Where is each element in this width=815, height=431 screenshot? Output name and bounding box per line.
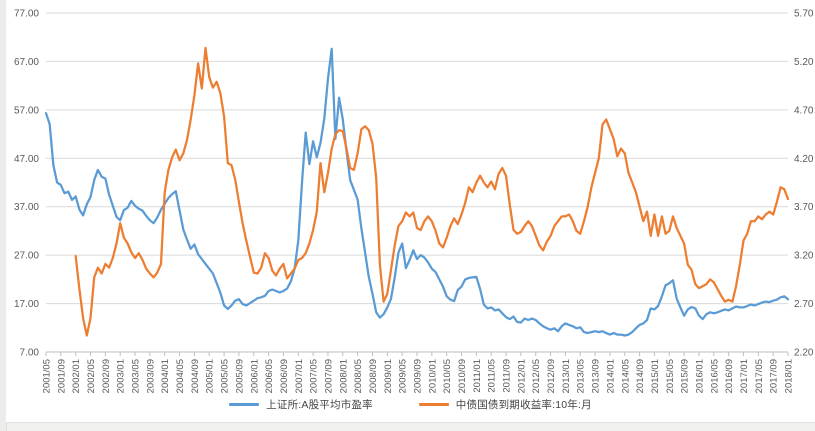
legend-item-bond-yield[interactable]: 中债国债到期收益率:10年:月 <box>418 397 592 412</box>
x-axis-tick-label: 2008/09 <box>368 359 379 393</box>
x-axis-tick-label: 2006/05 <box>264 359 275 393</box>
x-axis-tick-label: 2007/01 <box>294 359 305 393</box>
x-axis-tick-label: 2008/05 <box>353 359 364 393</box>
y-axis-right-tick-label: 3.20 <box>794 251 814 262</box>
x-axis-tick-label: 2003/01 <box>116 359 127 393</box>
x-axis-tick-label: 2002/05 <box>86 359 97 393</box>
x-axis-tick-label: 2010/01 <box>427 359 438 393</box>
y-axis-right-tick-label: 4.20 <box>794 154 814 165</box>
x-axis-tick-label: 2011/05 <box>487 359 498 393</box>
x-axis-tick-label: 2009/01 <box>383 359 394 393</box>
x-axis-tick-label: 2010/09 <box>457 359 468 393</box>
y-axis-right-tick-label: 4.70 <box>794 105 814 116</box>
y-axis-right-tick-label: 2.70 <box>794 299 814 310</box>
x-axis-tick-label: 2011/09 <box>502 359 513 393</box>
series-line-bond-yield <box>74 46 790 337</box>
legend-item-pe-ratio[interactable]: 上证所:A股平均市盈率 <box>229 397 373 412</box>
x-axis-tick-label: 2013/01 <box>561 359 572 393</box>
x-axis-tick-label: 2017/01 <box>739 359 750 393</box>
x-axis-tick-label: 2015/01 <box>650 359 661 393</box>
x-axis-tick-label: 2014/01 <box>605 359 616 393</box>
x-axis-tick-label: 2007/09 <box>323 359 334 393</box>
x-axis-tick-label: 2013/05 <box>576 359 587 393</box>
x-axis-tick-label: 2003/09 <box>145 359 156 393</box>
x-axis-tick-label: 2017/09 <box>769 359 780 393</box>
y-axis-right-tick-label: 5.20 <box>794 57 814 68</box>
dual-axis-line-chart: 77.00 5.70 67.00 5.20 57.00 4.70 47.00 4.20 37.0… <box>14 9 814 394</box>
y-axis-left-tick-label: 17.00 <box>14 299 39 310</box>
x-axis-tick-label: 2006/09 <box>279 359 290 393</box>
legend-line-marker-orange <box>418 403 449 406</box>
x-axis-tick-label: 2001/05 <box>42 359 53 393</box>
x-axis-tick-label: 2012/09 <box>546 359 557 393</box>
x-axis-tick-label: 2011/01 <box>472 359 483 393</box>
chart-legend: 上证所:A股平均市盈率 中债国债到期收益率:10年:月 <box>6 397 815 412</box>
x-axis-tick-label: 2015/09 <box>680 359 691 393</box>
y-axis-left-tick-label: 37.00 <box>14 202 39 213</box>
y-axis-right-tick-label: 2.20 <box>794 348 814 359</box>
x-axis-tick-label: 2018/01 <box>784 359 795 393</box>
x-axis-tick-label: 2017/05 <box>754 359 765 393</box>
y-axis-right-tick-label: 3.70 <box>794 202 814 213</box>
x-axis-tick-label: 2002/09 <box>101 359 112 393</box>
x-axis-tick-label: 2003/05 <box>131 359 142 393</box>
x-axis-tick-label: 2009/09 <box>413 359 424 393</box>
x-axis-tick-label: 2010/05 <box>442 359 453 393</box>
x-axis-tick-label: 2005/05 <box>220 359 231 393</box>
y-axis-left-tick-label: 57.00 <box>14 105 39 116</box>
x-axis-tick-label: 2016/09 <box>724 359 735 393</box>
x-axis-tick-label: 2004/01 <box>160 359 171 393</box>
x-axis-tick-label: 2004/09 <box>190 359 201 393</box>
x-axis-tick-label: 2006/01 <box>249 359 260 393</box>
y-axis-right-tick-label: 5.70 <box>794 9 814 20</box>
x-axis-tick-label: 2008/01 <box>338 359 349 393</box>
x-axis-tick-label: 2016/05 <box>709 359 720 393</box>
x-axis-tick-label: 2012/01 <box>516 359 527 393</box>
chart-panel: 77.00 5.70 67.00 5.20 57.00 4.70 47.00 4.20 37.0… <box>6 0 815 423</box>
x-axis-tick-label: 2016/01 <box>694 359 705 393</box>
y-axis-left-tick-label: 27.00 <box>14 251 39 262</box>
legend-line-marker-blue <box>229 403 260 406</box>
legend-label-pe-ratio: 上证所:A股平均市盈率 <box>266 399 373 411</box>
x-axis-tick-label: 2001/09 <box>56 359 67 393</box>
series-line-pe-ratio <box>44 47 790 337</box>
x-axis-tick-label: 2004/05 <box>175 359 186 393</box>
x-axis-tick-label: 2009/05 <box>398 359 409 393</box>
x-axis-tick-label: 2014/05 <box>620 359 631 393</box>
y-axis-left-tick-label: 47.00 <box>14 154 39 165</box>
x-axis-tick-label: 2014/09 <box>635 359 646 393</box>
x-axis-tick-label: 2002/01 <box>71 359 82 393</box>
legend-label-bond-yield: 中债国债到期收益率:10年:月 <box>455 399 592 411</box>
x-axis-tick-label: 2012/05 <box>531 359 542 393</box>
x-axis-tick-label: 2007/05 <box>309 359 320 393</box>
y-axis-left-tick-label: 67.00 <box>14 57 39 68</box>
x-axis-tick-label: 2005/09 <box>234 359 245 393</box>
y-axis-left-tick-label: 7.00 <box>20 348 40 359</box>
x-axis-tick-label: 2015/05 <box>665 359 676 393</box>
x-axis-tick-label: 2005/01 <box>205 359 216 393</box>
x-axis-tick-label: 2013/09 <box>591 359 602 393</box>
y-axis-left-tick-label: 77.00 <box>14 9 39 20</box>
